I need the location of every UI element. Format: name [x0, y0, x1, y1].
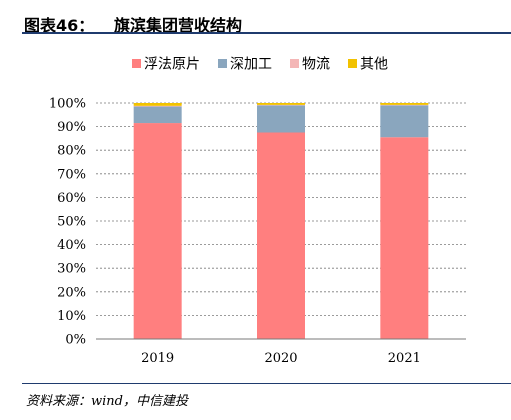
y-tick-label-9: 90% [57, 120, 86, 135]
source-divider [22, 383, 511, 384]
y-tick-label-7: 70% [57, 167, 86, 182]
legend-swatch-0 [132, 59, 141, 68]
bar-2020-series-1 [257, 105, 305, 133]
y-tick-label-6: 60% [57, 191, 86, 206]
legend-label-1: 深加工 [230, 57, 272, 73]
y-tick-label-10: 100% [49, 97, 86, 112]
title-underline [22, 32, 511, 34]
figure-title: 旗滨集团营收结构 [114, 16, 243, 35]
bar-2020-series-0 [257, 132, 305, 339]
stacked-bar-chart: 浮法原片 深加工 物流 其他 0% 10% 20% 30% 40% 50% 60% 70% 80% 90… [49, 57, 466, 366]
bar-2021-series-0 [380, 137, 429, 339]
x-axis-ticks: 2019 2020 2021 [141, 351, 421, 366]
bar-2019-series-2 [133, 105, 182, 107]
bar-2021-series-1 [380, 105, 429, 138]
bar-2020-series-3 [257, 103, 305, 105]
x-tick-label-0: 2019 [141, 351, 174, 366]
x-tick-label-1: 2020 [264, 351, 297, 366]
figure-header: 图表46： 旗滨集团营收结构 [0, 6, 511, 36]
bar-2019-series-0 [133, 123, 182, 339]
y-tick-label-8: 80% [57, 144, 86, 159]
y-tick-label-0: 0% [65, 333, 86, 348]
y-tick-label-1: 10% [57, 309, 86, 324]
bar-2021-series-3 [380, 103, 429, 105]
y-tick-label-5: 50% [57, 215, 86, 230]
y-tick-label-4: 40% [57, 238, 86, 253]
legend-label-2: 物流 [302, 57, 330, 73]
figure-number: 图表46： [24, 16, 95, 35]
bar-2019-series-1 [133, 106, 182, 124]
legend-swatch-3 [348, 59, 357, 68]
y-tick-label-2: 20% [57, 285, 86, 300]
legend-swatch-1 [218, 59, 227, 68]
source-note: 资料来源：wind，中信建投 [26, 394, 188, 409]
legend: 浮法原片 深加工 物流 其他 [132, 57, 388, 73]
legend-label-0: 浮法原片 [144, 57, 200, 73]
y-axis-ticks: 0% 10% 20% 30% 40% 50% 60% 70% 80% 90% 100% [49, 97, 86, 348]
bar-2019-series-3 [133, 103, 182, 106]
x-tick-label-2: 2021 [388, 351, 421, 366]
legend-swatch-2 [290, 59, 299, 68]
legend-label-3: 其他 [360, 57, 388, 73]
bars [96, 103, 466, 340]
y-tick-label-3: 30% [57, 262, 86, 277]
